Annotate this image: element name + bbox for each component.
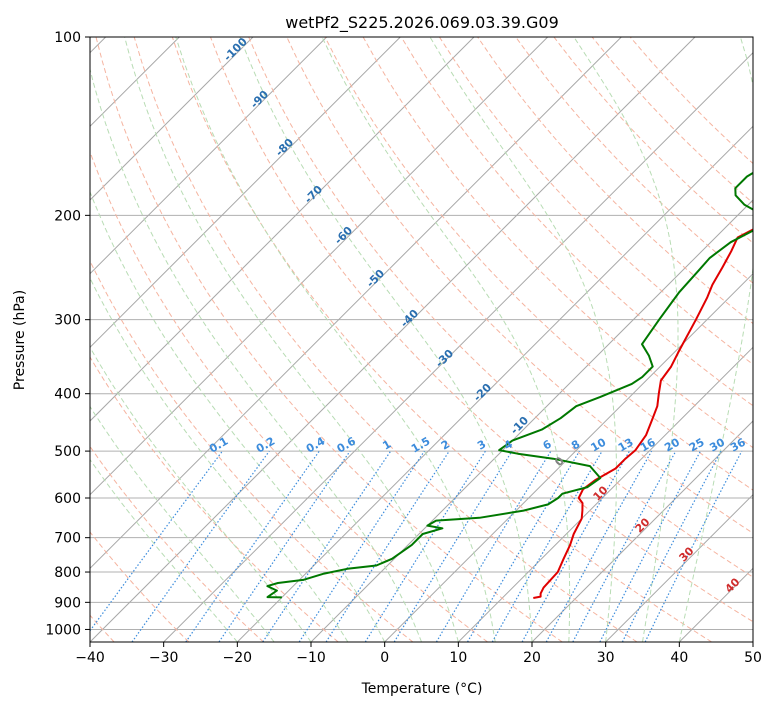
moist-adiabat-line [90, 190, 386, 642]
y-tick-label: 1000 [45, 622, 81, 638]
dry-adiabat-line [400, 37, 753, 407]
mixing-ratio-line [262, 450, 392, 642]
dry-adiabat-line [90, 150, 488, 642]
y-tick-label: 600 [54, 491, 81, 507]
dry-adiabat-line [90, 259, 414, 642]
mixing-ratio-line [393, 450, 513, 642]
isotherm-line [90, 37, 475, 422]
mixing-ratio-line [599, 450, 702, 642]
x-tick-label: 30 [597, 650, 615, 666]
mixing-ratio-line [364, 450, 486, 642]
moist-adiabat-line [90, 458, 238, 642]
dry-adiabat-line [515, 37, 753, 284]
isotherm-line [605, 493, 753, 642]
mixing-ratio-line [218, 450, 351, 642]
dry-adiabat-line [171, 37, 712, 642]
moist-adiabat-line [573, 37, 679, 642]
isotherm-line [457, 346, 753, 642]
plot-frame [89, 36, 754, 643]
y-tick-label: 800 [54, 565, 81, 581]
temperature-line [533, 228, 753, 599]
mixing-ratio-line [521, 450, 631, 642]
x-tick-label: 50 [744, 650, 762, 666]
mixing-ratio-line [90, 450, 223, 632]
dry-adiabat-line [133, 37, 638, 642]
isotherm-line [236, 125, 753, 642]
x-tick-label: −30 [149, 650, 179, 666]
dry-adiabat-line [248, 37, 753, 578]
dry-adiabat-line [324, 37, 753, 491]
mixing-ratio-line [131, 450, 270, 642]
background-lines [90, 37, 753, 642]
dry-adiabat-line [90, 445, 264, 642]
moist-adiabat-line [239, 37, 533, 642]
isotherm-line [531, 420, 753, 642]
isotherm-line [384, 272, 753, 642]
x-tick-label: 10 [449, 650, 467, 666]
mixing-ratio-line [572, 450, 677, 642]
mixing-ratio-line [621, 450, 722, 642]
mixing-ratio-line [185, 450, 320, 642]
x-tick-label: −20 [223, 650, 253, 666]
chart-title: wetPf2_S225.2026.069.03.39.G09 [285, 13, 559, 33]
x-tick-label: −40 [75, 650, 105, 666]
mixing-ratio-line [325, 450, 450, 642]
isotherm-line [90, 37, 401, 349]
mixing-ratio-line [644, 450, 743, 642]
moist-adiabat-line [90, 346, 312, 642]
moist-adiabat-line [90, 67, 422, 642]
dry-adiabat-line [210, 37, 753, 623]
axes: −40 −30 −20 −10 0 10 20 30 40 50 100 200 300 400 500 60… [45, 30, 762, 666]
y-tick-label: 100 [54, 30, 81, 46]
y-tick-label: 300 [54, 313, 81, 329]
y-tick-label: 900 [54, 595, 81, 611]
isotherm-line [90, 37, 622, 570]
moist-adiabat-line [90, 405, 275, 642]
mixing-ratio-line [435, 450, 552, 642]
moist-adiabat-line [678, 37, 753, 642]
y-tick-label: 700 [54, 531, 81, 547]
moist-adiabat-line [321, 37, 571, 642]
x-tick-label: 40 [670, 650, 688, 666]
series-layer [266, 171, 753, 599]
y-tick-label: 500 [54, 444, 81, 460]
isotherm-line [163, 51, 753, 642]
plot-background [90, 37, 753, 642]
dry-adiabat-line [90, 356, 339, 642]
isotherm-line [752, 641, 753, 642]
x-tick-label: −10 [296, 650, 326, 666]
isotherm-line [90, 37, 254, 201]
mixing-ratio-line [545, 450, 653, 642]
y-tick-label: 400 [54, 387, 81, 403]
mixing-ratio-line [298, 450, 425, 642]
dry-adiabat-line [90, 531, 190, 642]
x-tick-label: 0 [380, 650, 389, 666]
moist-adiabat-line [124, 37, 459, 642]
isotherm-line [90, 37, 328, 275]
y-tick-label: 200 [54, 208, 81, 224]
dewpoint-line [266, 171, 753, 599]
dry-adiabat-line [95, 37, 563, 642]
isotherm-line [90, 37, 549, 496]
moist-adiabat-line [90, 276, 349, 642]
y-axis-label: Pressure (hPa) [12, 290, 28, 390]
x-axis-label: Temperature (°C) [361, 681, 483, 697]
x-tick-label: 20 [523, 650, 541, 666]
moist-adiabat-line [175, 37, 496, 642]
moist-adiabat-line [429, 37, 617, 642]
dry-adiabat-line [438, 37, 753, 366]
